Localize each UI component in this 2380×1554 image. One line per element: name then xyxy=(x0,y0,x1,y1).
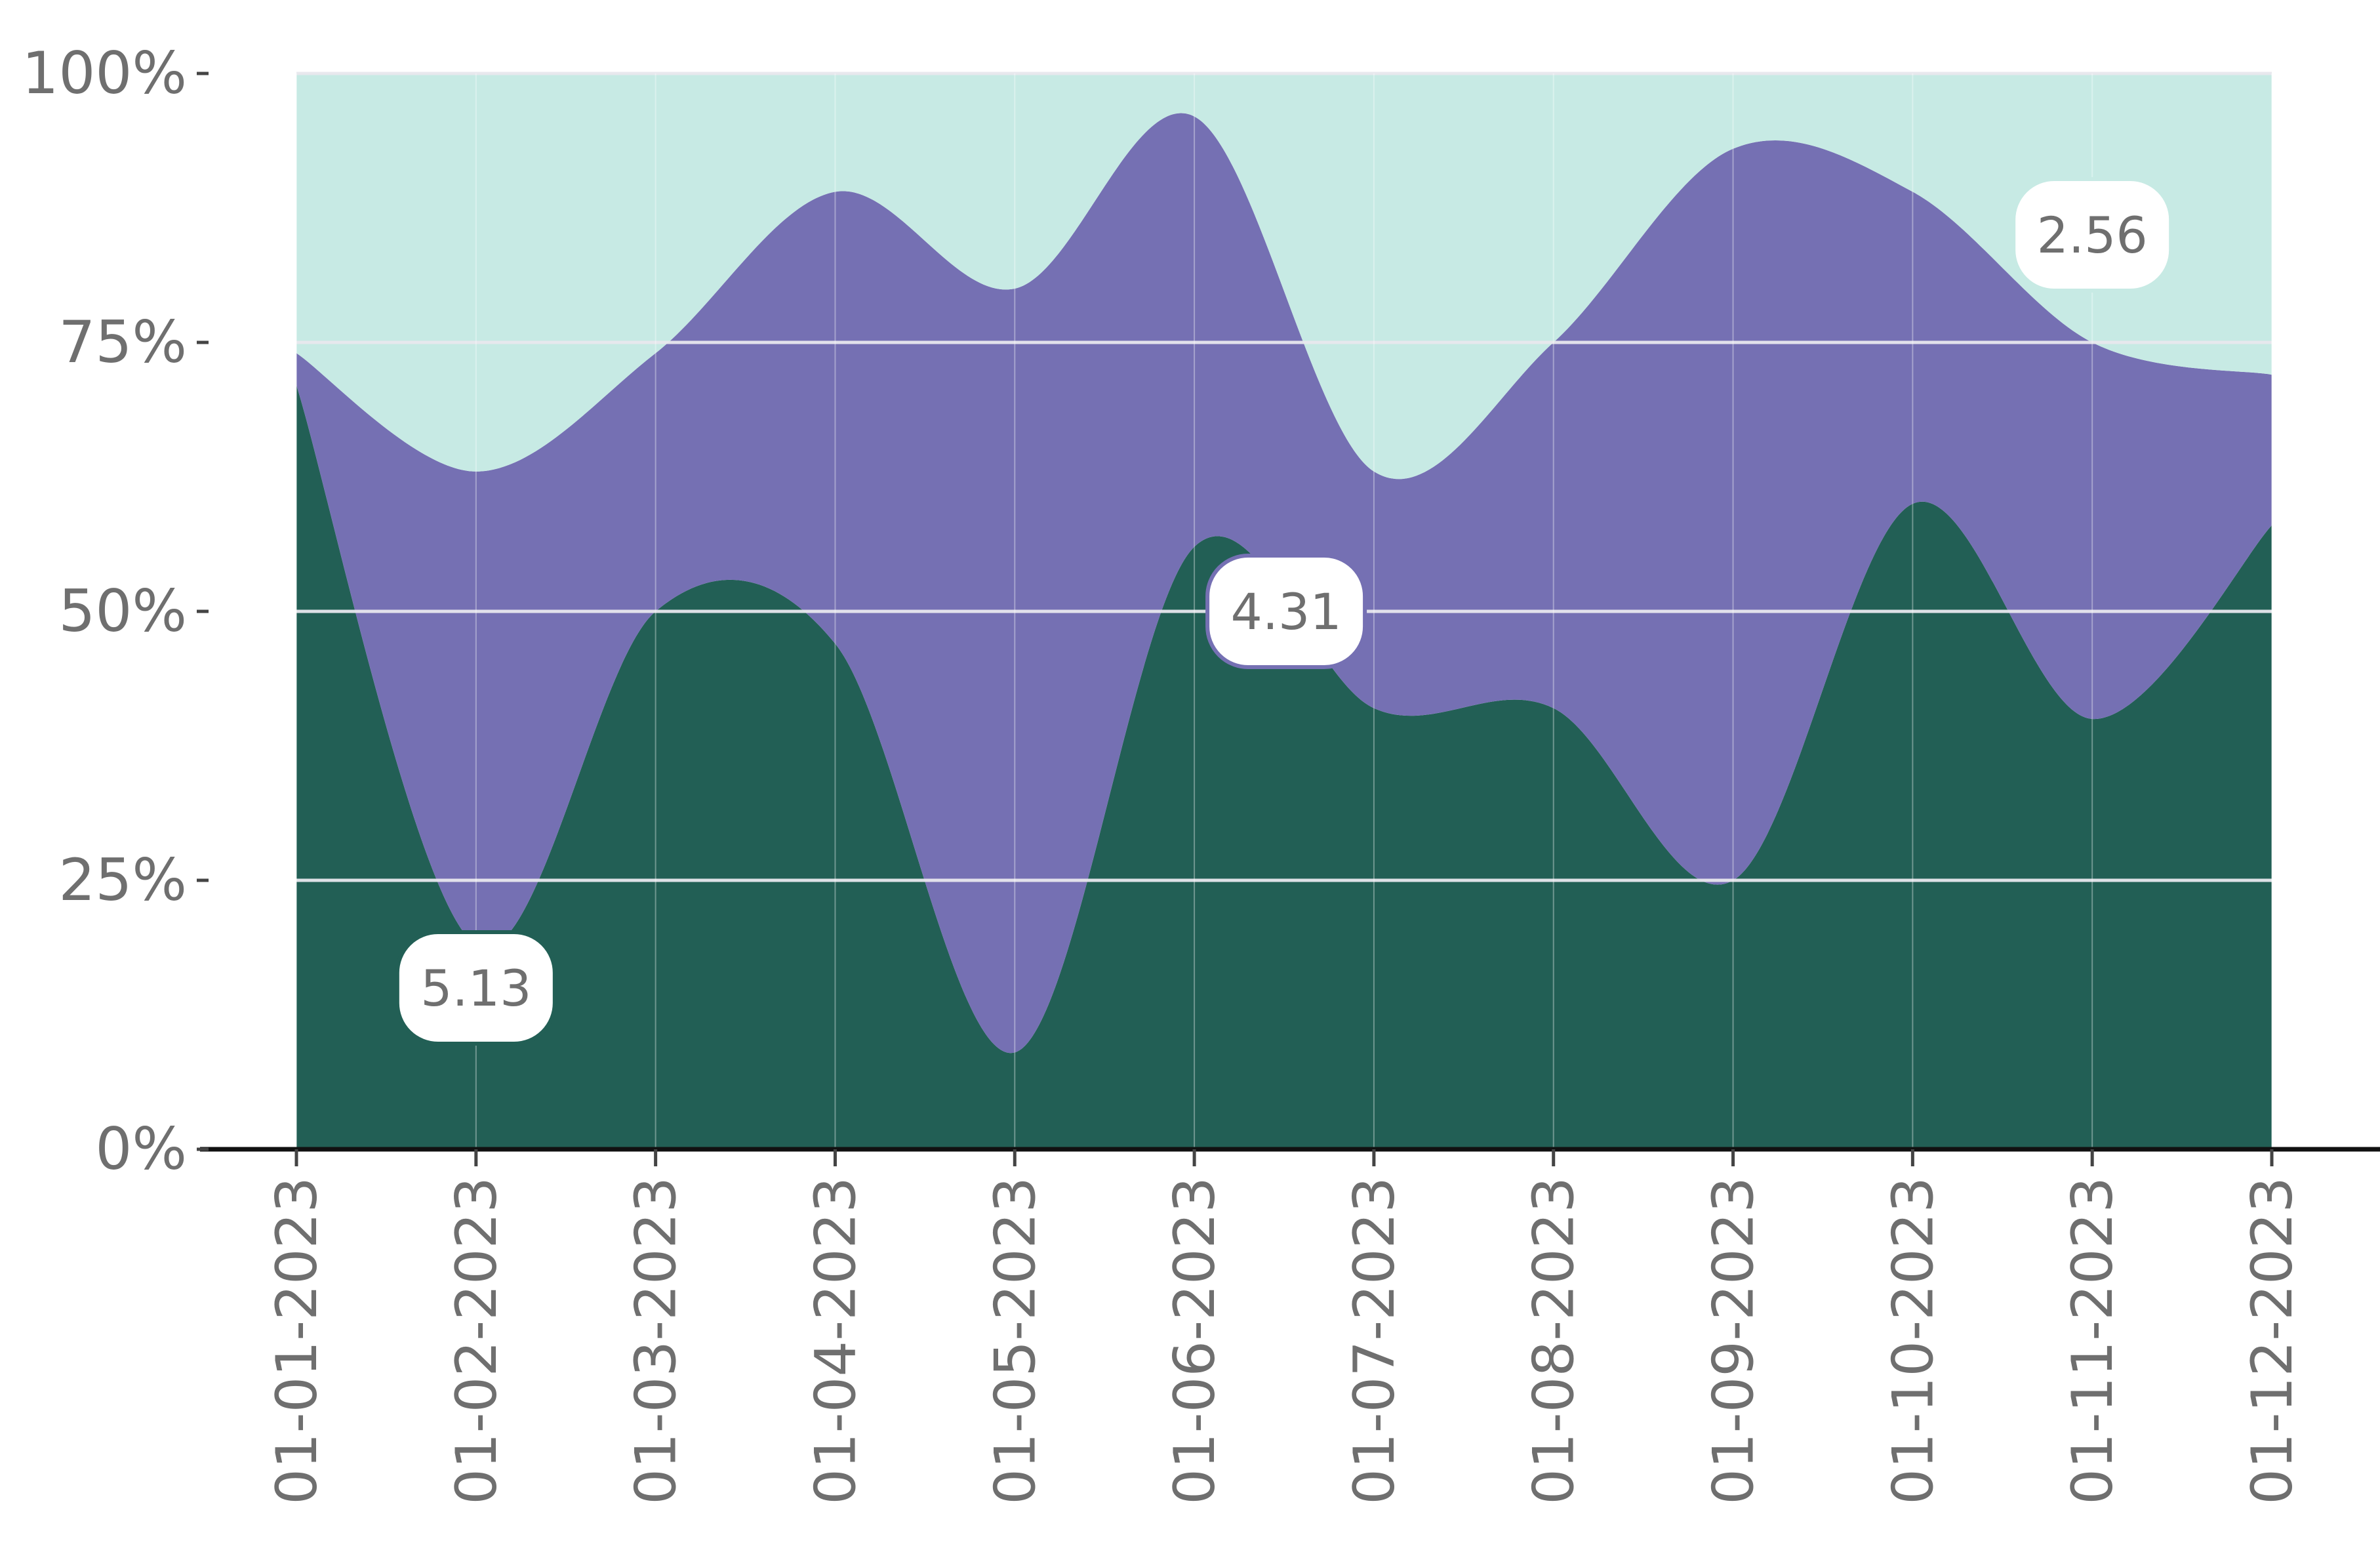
annotation-callout: 2.56 xyxy=(2011,177,2173,293)
x-tick-label: 01-06-2023 xyxy=(1162,1177,1228,1505)
y-tick-label: 50% xyxy=(58,577,187,645)
y-tick-label: 75% xyxy=(58,308,187,376)
area-series-3 xyxy=(296,73,2272,480)
x-tick-label: 01-02-2023 xyxy=(444,1177,510,1505)
y-tick-label: 25% xyxy=(58,846,187,914)
axes xyxy=(197,72,2380,1166)
y-tick-label: 0% xyxy=(95,1115,187,1183)
annotation-box xyxy=(2011,177,2173,293)
annotation-label: 2.56 xyxy=(2037,206,2148,264)
x-tick-label: 01-07-2023 xyxy=(1342,1177,1407,1505)
area-series-1 xyxy=(296,385,2272,1149)
tick-labels: 0% 25% 50% 75% 100% 01-01-2023 01-02-2023 01-03… xyxy=(22,39,2305,1505)
annotation-layer: 5.13 4.31 2.56 xyxy=(395,177,2173,1046)
y-tick-label: 100% xyxy=(22,39,187,107)
annotation-box xyxy=(1205,554,1367,669)
annotation-callout: 5.13 xyxy=(395,930,557,1046)
x-tick-label: 01-12-2023 xyxy=(2240,1177,2305,1505)
x-tick-label: 01-03-2023 xyxy=(624,1177,689,1505)
annotation-callout: 4.31 xyxy=(1205,554,1367,669)
annotation-label: 5.13 xyxy=(420,959,531,1017)
annotation-label: 4.31 xyxy=(1230,583,1341,641)
x-tick-label: 01-08-2023 xyxy=(1522,1177,1587,1505)
x-tick-label: 01-05-2023 xyxy=(982,1177,1048,1505)
grid-lines xyxy=(296,72,2272,1149)
x-tick-label: 01-10-2023 xyxy=(1880,1177,1946,1505)
x-tick-label: 01-04-2023 xyxy=(803,1177,868,1505)
x-tick-label: 01-11-2023 xyxy=(2060,1177,2126,1505)
x-tick-label: 01-09-2023 xyxy=(1701,1177,1767,1505)
annotation-box xyxy=(395,930,557,1046)
x-tick-label: 01-01-2023 xyxy=(264,1177,330,1505)
